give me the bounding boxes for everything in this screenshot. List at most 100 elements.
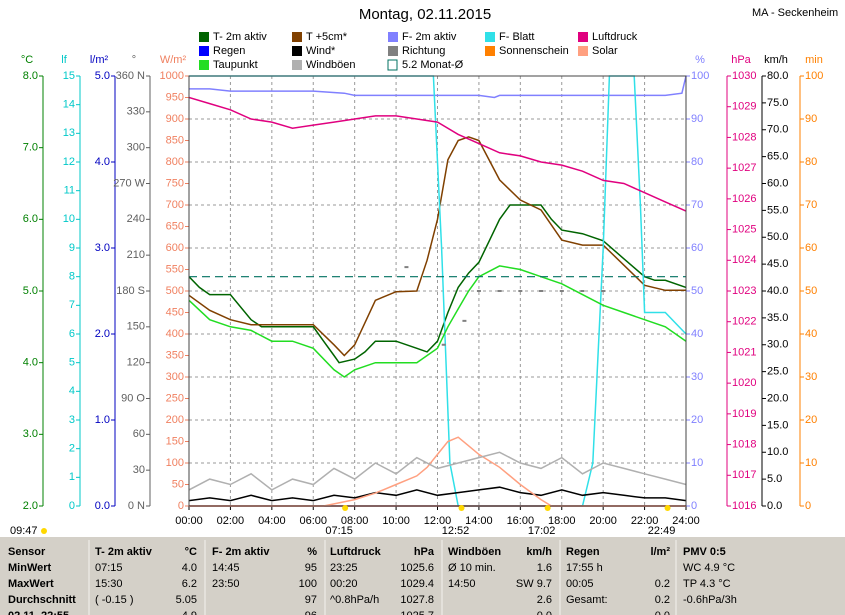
table-cell: 00:05 bbox=[566, 578, 594, 590]
chart-title: Montag, 02.11.2015 bbox=[359, 6, 491, 23]
x-tick-label: 16:00 bbox=[507, 515, 535, 527]
station-name: MA - Seckenheim bbox=[752, 7, 838, 19]
table-header: km/h bbox=[526, 546, 552, 558]
legend-swatch bbox=[199, 46, 209, 56]
table-cell: 0.0 bbox=[537, 610, 552, 615]
axis-unit: min bbox=[805, 54, 823, 66]
series-line bbox=[189, 436, 686, 507]
tick-label: 180 S bbox=[116, 285, 145, 297]
legend-label: Richtung bbox=[402, 45, 445, 57]
tick-label: 0.0 bbox=[95, 500, 110, 512]
tick-label: 1029 bbox=[732, 101, 756, 113]
axis-unit: ° bbox=[132, 54, 136, 66]
plot-frame bbox=[188, 75, 687, 507]
x-tick-label: 22:00 bbox=[631, 515, 659, 527]
table-cell: 0.2 bbox=[655, 594, 670, 606]
legend-swatch bbox=[388, 32, 398, 42]
table-header: Sensor bbox=[8, 546, 46, 558]
table-header: % bbox=[307, 546, 317, 558]
tick-label: 200 bbox=[166, 414, 184, 426]
tick-label: 0.0 bbox=[767, 500, 782, 512]
tick-label: 100 bbox=[805, 70, 823, 82]
direction-mark bbox=[497, 290, 502, 292]
tick-label: 14 bbox=[63, 99, 75, 111]
tick-label: 40 bbox=[691, 328, 703, 340]
axis-unit: km/h bbox=[764, 54, 788, 66]
tick-label: 6 bbox=[69, 328, 75, 340]
tick-label: 40.0 bbox=[767, 285, 788, 297]
tick-label: 12 bbox=[63, 156, 75, 168]
tick-label: 5 bbox=[69, 357, 75, 369]
tick-label: 2.0 bbox=[23, 500, 38, 512]
axis-unit: °C bbox=[21, 54, 33, 66]
series-line bbox=[189, 96, 687, 212]
table-cell: 1.6 bbox=[537, 562, 552, 574]
table-header: °C bbox=[185, 546, 197, 558]
tick-label: 1024 bbox=[732, 254, 756, 266]
table-cell: 95 bbox=[305, 562, 317, 574]
table-cell: 1025.7 bbox=[400, 610, 434, 615]
direction-mark bbox=[559, 290, 564, 292]
tick-label: 80.0 bbox=[767, 70, 788, 82]
legend-label: Luftdruck bbox=[592, 31, 638, 43]
tick-label: 25.0 bbox=[767, 366, 788, 378]
x-tick-label: 02:00 bbox=[217, 515, 245, 527]
tick-label: 100 bbox=[691, 70, 709, 82]
tick-label: 11 bbox=[64, 185, 75, 197]
table-cell: 100 bbox=[299, 578, 317, 590]
series-line bbox=[189, 136, 686, 357]
tick-label: 5.0 bbox=[767, 473, 782, 485]
tick-label: 15 bbox=[63, 70, 75, 82]
tick-label: 1026 bbox=[732, 193, 756, 205]
table-cell: 4.0 bbox=[182, 562, 197, 574]
sun-icon bbox=[41, 528, 47, 534]
tick-label: 75.0 bbox=[767, 97, 788, 109]
tick-label: 9 bbox=[69, 242, 75, 254]
legend-swatch bbox=[292, 46, 302, 56]
table-cell: Gesamt: bbox=[566, 594, 608, 606]
tick-label: 50 bbox=[691, 285, 703, 297]
tick-label: 30 bbox=[691, 371, 703, 383]
sun-marker bbox=[342, 505, 349, 511]
tick-label: 60.0 bbox=[767, 177, 788, 189]
tick-label: 1000 bbox=[160, 70, 184, 82]
tick-label: 1021 bbox=[732, 346, 756, 358]
annotation: 12:52 bbox=[442, 525, 470, 537]
legend-swatch bbox=[485, 32, 495, 42]
direction-mark bbox=[580, 290, 585, 292]
table-cell: TP 4.3 °C bbox=[683, 578, 731, 590]
table-cell: 1025.6 bbox=[400, 562, 434, 574]
tick-label: 80 bbox=[691, 156, 703, 168]
day-length: 09:47 bbox=[10, 525, 38, 537]
x-tick-label: 12:00 bbox=[424, 515, 452, 527]
tick-label: 0 N bbox=[128, 500, 145, 512]
tick-label: 1019 bbox=[732, 408, 756, 420]
legend-label: T- 2m aktiv bbox=[213, 31, 267, 43]
tick-label: 4 bbox=[69, 385, 75, 397]
tick-label: 1017 bbox=[732, 469, 756, 481]
x-tick-label: 04:00 bbox=[258, 515, 286, 527]
table-cell: 17:55 h bbox=[566, 562, 603, 574]
tick-label: 20.0 bbox=[767, 392, 788, 404]
legend-swatch bbox=[199, 32, 209, 42]
direction-mark bbox=[441, 343, 446, 346]
tick-label: 3.0 bbox=[95, 242, 110, 254]
table-cell: SW 9.7 bbox=[516, 578, 552, 590]
table-header: Windböen bbox=[448, 546, 501, 558]
axis-unit: % bbox=[695, 54, 705, 66]
table-header: T- 2m aktiv bbox=[95, 546, 153, 558]
tick-label: 150 bbox=[127, 321, 145, 333]
legend-label: Regen bbox=[213, 45, 245, 57]
tick-label: 2 bbox=[69, 443, 75, 455]
tick-label: 13 bbox=[63, 127, 75, 139]
tick-label: 500 bbox=[166, 285, 184, 297]
table-cell: 0.2 bbox=[655, 578, 670, 590]
tick-label: 8 bbox=[69, 271, 75, 283]
tick-label: 90 bbox=[805, 113, 817, 125]
direction-mark bbox=[462, 319, 467, 322]
direction-mark bbox=[518, 290, 523, 292]
legend-label: T +5cm* bbox=[306, 31, 348, 43]
tick-label: 1023 bbox=[732, 285, 756, 297]
tick-label: 210 bbox=[127, 249, 145, 261]
tick-label: 8.0 bbox=[23, 70, 38, 82]
